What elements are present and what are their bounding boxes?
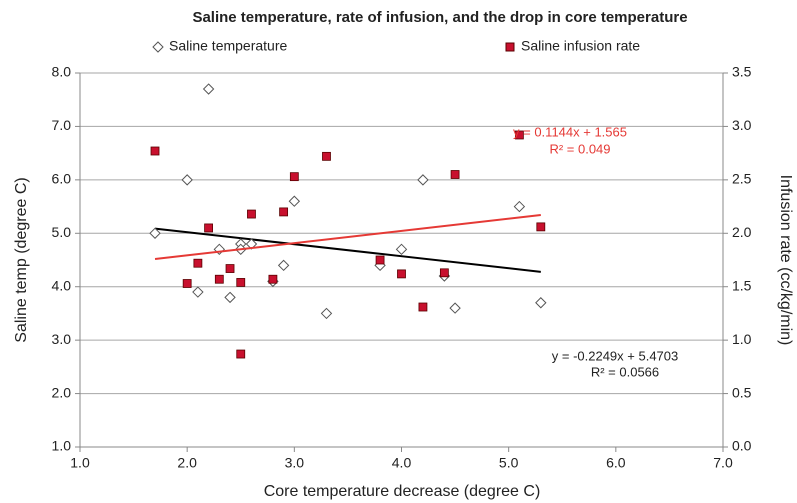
trendline [154,213,541,260]
y2-tick-label: 3.0 [732,117,752,133]
point [397,269,406,279]
x-tick-label: 1.0 [70,455,90,471]
x-tick-label: 6.0 [606,455,626,471]
point [193,258,203,268]
point [288,195,301,207]
point [449,302,461,314]
y2-tick-label: 3.5 [732,64,752,80]
y-tick-label: 5.0 [52,224,72,240]
y2-tick-label: 0.0 [732,438,752,454]
y-axis-title: Saline temp (degree C) [13,177,30,342]
point [417,174,429,186]
point [536,222,546,232]
y-tick-label: 6.0 [52,171,72,187]
point [181,174,193,186]
point [418,302,428,312]
point [247,209,256,219]
x-tick-label: 5.0 [499,455,519,471]
point [204,223,214,233]
point [236,278,246,287]
y2-tick-label: 0.5 [732,384,752,400]
legend-label: Saline infusion rate [521,38,640,54]
x-axis-title: Core temperature decrease (degree C) [264,483,541,500]
point [149,227,161,239]
trendline-r2: R² = 0.0566 [591,364,659,379]
point [268,274,278,284]
point [225,264,235,273]
y-tick-label: 3.0 [52,331,72,347]
legend-marker [152,41,164,53]
point [202,83,215,95]
x-tick-label: 7.0 [713,455,733,471]
point [289,172,299,182]
point [395,243,408,256]
y-tick-label: 4.0 [52,277,72,293]
trendline-equation: y = 0.1144x + 1.565 [513,124,627,139]
y2-tick-label: 1.5 [732,277,752,293]
point [514,130,524,140]
y2-tick-label: 1.0 [732,331,752,347]
point [214,274,224,284]
point [277,259,290,272]
y2-tick-label: 2.5 [732,171,752,187]
point [279,207,289,217]
chart-title: Saline temperature, rate of infusion, an… [192,9,687,26]
y-tick-label: 1.0 [52,438,72,454]
point [192,286,204,298]
point [182,279,192,288]
point [450,170,460,179]
x-tick-label: 3.0 [285,455,305,471]
trendline [154,227,541,273]
point [322,151,331,161]
x-tick-label: 4.0 [392,455,412,471]
x-tick-label: 2.0 [177,455,197,471]
legend-marker [505,42,515,52]
y2-axis-title: Infusion rate (cc/kg/min) [777,175,794,346]
point [320,307,333,320]
trendline-equation: y = -0.2249x + 5.4703 [552,348,678,363]
legend-label: Saline temperature [169,38,288,54]
point [535,297,547,309]
point [375,255,385,265]
point [439,268,449,278]
point [236,349,246,359]
y-tick-label: 7.0 [52,117,72,133]
point [513,200,526,213]
y-tick-label: 2.0 [52,384,72,400]
point [224,291,236,304]
y-tick-label: 8.0 [52,64,72,80]
trendline-r2: R² = 0.049 [549,141,610,156]
y2-tick-label: 2.0 [732,224,752,240]
point [150,146,160,156]
